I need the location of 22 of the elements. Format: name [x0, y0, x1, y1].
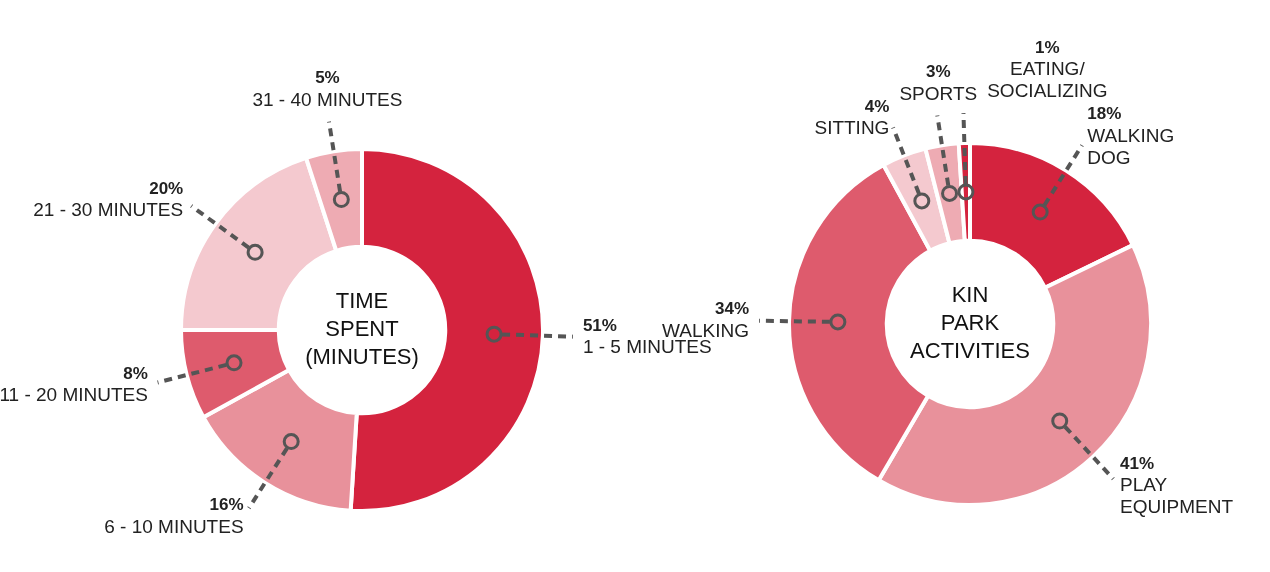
data-label: 3%: [926, 62, 951, 82]
text: KIN PARK ACTIVITIES: [910, 282, 1030, 364]
slice-label: SITTING: [814, 117, 890, 139]
data-label: 41%: [1120, 453, 1155, 473]
data-label: 34%: [715, 299, 750, 319]
data-label: 5%: [315, 68, 340, 88]
data-label: 8%: [123, 363, 148, 383]
data-label: 1%: [1035, 37, 1060, 57]
data-label: 4%: [864, 96, 890, 116]
slice-label: EATING/SOCIALIZING: [987, 58, 1108, 102]
slice-label: 21 - 30 MINUTES: [33, 199, 184, 221]
slice-label: 11 - 20 MINUTES: [0, 384, 148, 406]
data-label: 20%: [149, 178, 184, 198]
slice-label: SPORTS: [899, 82, 978, 104]
data-label: 18%: [1087, 104, 1122, 124]
slice-label: 6 - 10 MINUTES: [104, 515, 244, 537]
slice-label: WALKING DOG: [1087, 124, 1175, 168]
text: TIME SPENT (MINUTES): [305, 288, 419, 370]
slice-label: 31 - 40 MINUTES: [252, 88, 403, 110]
data-label: 16%: [209, 495, 244, 515]
data-label: 51%: [582, 315, 617, 335]
slice-label: PLAY EQUIPMENT: [1120, 474, 1234, 518]
